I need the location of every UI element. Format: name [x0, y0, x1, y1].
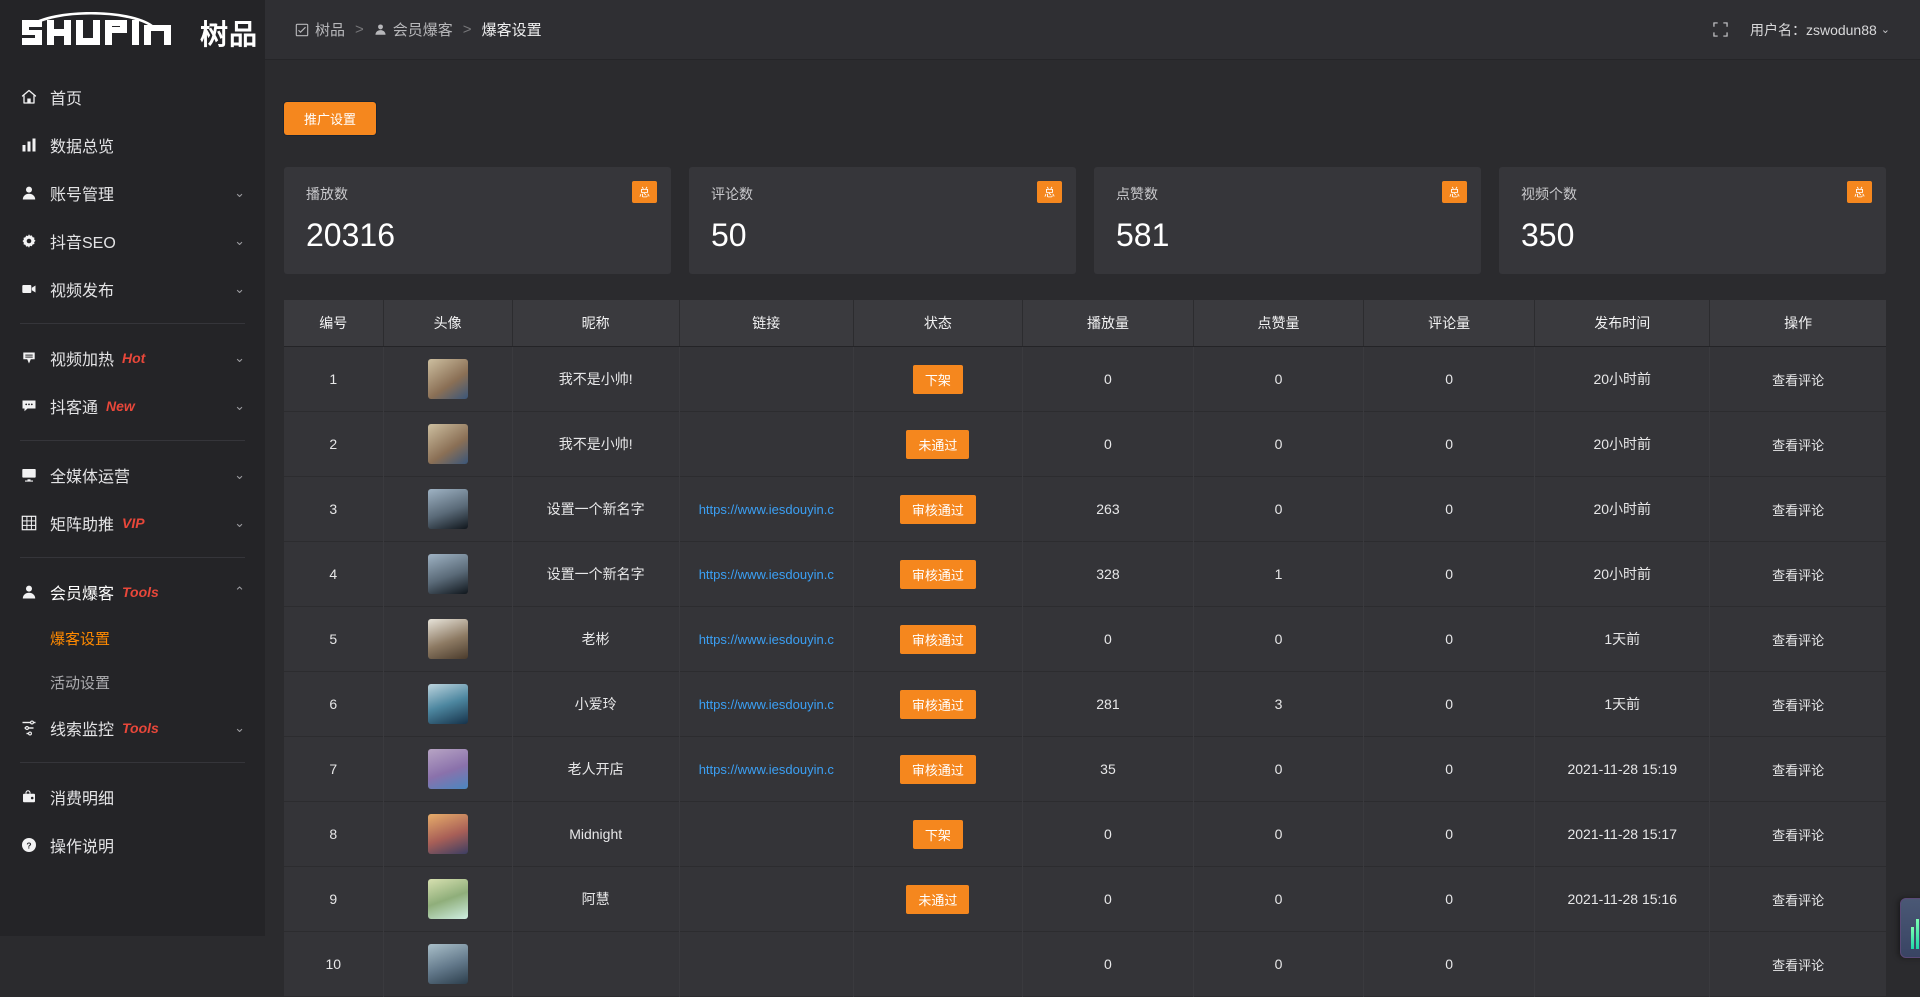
svg-text:?: ?: [26, 840, 31, 850]
